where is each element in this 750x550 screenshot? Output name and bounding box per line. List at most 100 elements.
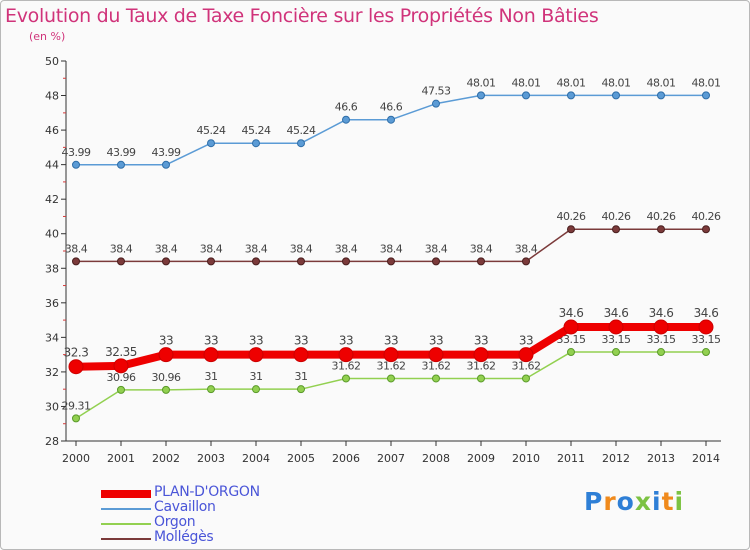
data-point-orgon <box>477 374 485 383</box>
data-point-orgon <box>387 374 395 383</box>
data-point-moll-g-s <box>342 257 350 266</box>
data-point-moll-g-s <box>72 257 80 266</box>
x-tick-label: 2000 <box>62 452 90 465</box>
data-label-cavaillon: 48.01 <box>647 76 676 89</box>
data-point-moll-g-s <box>657 225 665 234</box>
x-tick-label: 2002 <box>152 452 180 465</box>
data-label-orgon: 31 <box>205 370 218 383</box>
data-point-moll-g-s <box>207 257 215 266</box>
data-point-plan-d-orgon <box>383 347 399 363</box>
legend-swatch-cavaillon <box>101 508 151 510</box>
data-point-cavaillon <box>117 160 125 169</box>
data-point-plan-d-orgon <box>158 347 174 363</box>
data-point-cavaillon <box>702 91 710 100</box>
data-label-plan-d-orgon: 34.6 <box>604 306 629 320</box>
legend-label-cavaillon: Cavaillon <box>154 499 216 515</box>
x-tick-label: 2011 <box>557 452 585 465</box>
line-chart: 28 30 32 34 36 38 40 42 44 46 48 50 2000 2001 2002 2003… <box>45 55 721 465</box>
data-point-moll-g-s <box>567 225 575 234</box>
y-tick-label: 38 <box>45 262 59 275</box>
legend-item-cavaillon: Cavaillon <box>101 499 341 516</box>
data-point-orgon <box>162 385 170 394</box>
legend-item-orgon: Orgon <box>101 514 341 531</box>
data-label-moll-g-s: 40.26 <box>692 210 721 223</box>
data-point-moll-g-s <box>252 257 260 266</box>
data-point-orgon <box>117 385 125 394</box>
data-point-moll-g-s <box>117 257 125 266</box>
data-point-moll-g-s <box>702 225 710 234</box>
data-point-moll-g-s <box>522 257 530 266</box>
data-point-orgon <box>432 374 440 383</box>
data-label-orgon: 30.96 <box>152 371 181 384</box>
data-label-plan-d-orgon: 32.35 <box>105 345 137 359</box>
data-label-plan-d-orgon: 33 <box>429 334 443 348</box>
data-point-moll-g-s <box>612 225 620 234</box>
chart-subtitle: (en %) <box>29 30 66 43</box>
data-point-orgon <box>342 374 350 383</box>
y-tick-label: 34 <box>45 331 59 344</box>
y-tick-label: 32 <box>45 366 59 379</box>
data-label-plan-d-orgon: 33 <box>384 334 398 348</box>
data-label-plan-d-orgon: 34.6 <box>694 306 719 320</box>
data-point-cavaillon <box>477 91 485 100</box>
data-point-orgon <box>612 348 620 357</box>
data-point-moll-g-s <box>477 257 485 266</box>
logo-letter: P <box>584 487 604 516</box>
data-label-moll-g-s: 38.4 <box>65 242 88 255</box>
data-point-plan-d-orgon <box>698 319 714 335</box>
x-tick-label: 2005 <box>287 452 315 465</box>
data-label-orgon: 31 <box>250 370 263 383</box>
data-point-orgon <box>72 414 80 423</box>
data-point-cavaillon <box>657 91 665 100</box>
data-label-orgon: 31.62 <box>512 359 541 372</box>
data-label-moll-g-s: 38.4 <box>425 242 448 255</box>
data-point-plan-d-orgon <box>68 359 84 375</box>
data-label-moll-g-s: 38.4 <box>380 242 403 255</box>
data-point-cavaillon <box>162 160 170 169</box>
data-point-orgon <box>297 385 305 394</box>
data-label-cavaillon: 43.99 <box>107 146 136 159</box>
x-tick-label: 2003 <box>197 452 225 465</box>
proxiti-logo: Proxiti <box>584 487 684 516</box>
data-point-cavaillon <box>297 139 305 148</box>
data-point-cavaillon <box>567 91 575 100</box>
legend-label-molleges: Mollégès <box>154 529 214 545</box>
data-point-orgon <box>567 348 575 357</box>
data-label-cavaillon: 48.01 <box>512 76 541 89</box>
data-point-moll-g-s <box>297 257 305 266</box>
data-label-cavaillon: 45.24 <box>242 124 271 137</box>
data-label-moll-g-s: 38.4 <box>155 242 178 255</box>
data-label-cavaillon: 48.01 <box>557 76 586 89</box>
data-label-cavaillon: 48.01 <box>467 76 496 89</box>
data-point-plan-d-orgon <box>653 319 669 335</box>
data-point-orgon <box>207 385 215 394</box>
legend-swatch-plan-dorgon <box>101 490 151 498</box>
data-label-orgon: 31 <box>295 370 308 383</box>
x-tick-label: 2009 <box>467 452 495 465</box>
y-tick-label: 30 <box>45 400 59 413</box>
data-label-orgon: 33.15 <box>692 333 721 346</box>
data-point-cavaillon <box>387 115 395 124</box>
data-label-orgon: 33.15 <box>602 333 631 346</box>
data-label-plan-d-orgon: 33 <box>204 334 218 348</box>
x-tick-label: 2012 <box>602 452 630 465</box>
data-label-orgon: 29.31 <box>62 399 91 412</box>
data-label-cavaillon: 46.6 <box>380 101 403 114</box>
data-label-orgon: 31.62 <box>332 359 361 372</box>
data-point-plan-d-orgon <box>473 347 489 363</box>
data-point-plan-d-orgon <box>338 347 354 363</box>
logo-letter: o <box>616 487 635 516</box>
data-label-moll-g-s: 38.4 <box>290 242 313 255</box>
data-label-moll-g-s: 38.4 <box>245 242 268 255</box>
data-label-orgon: 31.62 <box>467 359 496 372</box>
data-label-cavaillon: 48.01 <box>692 76 721 89</box>
data-point-moll-g-s <box>387 257 395 266</box>
data-point-cavaillon <box>207 139 215 148</box>
data-point-plan-d-orgon <box>113 358 129 374</box>
data-point-cavaillon <box>72 160 80 169</box>
data-label-orgon: 30.96 <box>107 371 136 384</box>
data-point-orgon <box>252 385 260 394</box>
data-point-cavaillon <box>522 91 530 100</box>
y-tick-label: 40 <box>45 228 59 241</box>
logo-letter: t <box>661 487 675 516</box>
